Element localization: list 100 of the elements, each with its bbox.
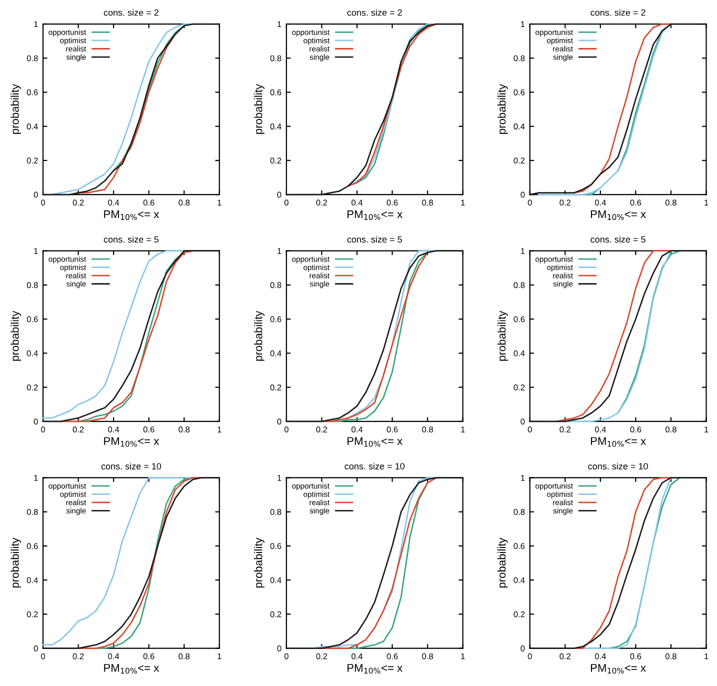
x-tick-label: 1 [461,200,465,206]
y-tick-label: 0.6 [270,89,282,96]
line-series [347,23,438,187]
y-tick-label: 1 [520,21,525,28]
y-tick-label: 0.8 [26,282,38,288]
y-tick-label: 0.6 [270,543,282,550]
x-tick-label: 0 [284,653,288,660]
x-axis-title: PM$_{10%}$<= x [104,664,160,674]
y-tick-label: 0.8 [270,55,282,62]
x-tick-label: 1 [218,653,222,660]
y-tick-label: 0 [277,645,282,652]
y-axis-title: probability [254,538,264,588]
x-tick-label: 0.8 [666,200,676,206]
x-tick-label: 0.8 [422,200,433,206]
x-tick-label: 1 [218,426,222,432]
y-tick-label: 0.6 [26,89,38,96]
x-axis-title: PM$_{10%}$<= x [590,437,646,447]
y-axis-title: probability [10,310,22,361]
y-tick-label: 0.8 [514,282,525,288]
y-tick-label: 1 [278,474,282,481]
x-tick-label: 0.8 [666,653,676,660]
y-tick-label: 0.6 [26,543,38,550]
x-tick-label: 0 [528,653,532,660]
y-tick-label: 0.8 [270,282,282,288]
x-tick-label: 0.8 [422,653,433,660]
x-tick-label: 0 [284,426,288,432]
x-axis-title: PM$_{10%}$<= x [590,664,646,674]
chart-title: cons. size = 10 [344,462,405,470]
line-series [529,250,707,422]
x-tick-label: 0.2 [560,426,571,432]
y-tick-label: 1 [34,474,38,481]
x-tick-label: 0.2 [316,653,328,660]
chart-title: cons. size = 5 [347,236,402,243]
x-tick-label: 0.4 [352,200,363,206]
y-tick-label: 0.6 [514,316,525,322]
y-tick-label: 0.4 [514,577,525,584]
x-tick-label: 0 [41,426,46,432]
chart-title: cons. size = 5 [590,236,646,243]
x-tick-label: 0.4 [594,200,606,206]
y-tick-label: 1 [34,21,38,28]
x-tick-label: 0.6 [386,200,398,206]
x-axis-title: PM$_{10%}$<= x [348,664,402,674]
x-tick-label: 0.6 [630,200,642,206]
x-axis-title: PM$_{10%}$<= x [104,210,160,220]
y-tick-label: 0.8 [26,55,38,62]
y-tick-label: 0.6 [26,316,38,322]
line-series [42,477,194,646]
line-series [42,477,220,649]
y-tick-label: 0.8 [26,509,38,515]
y-tick-label: 0.2 [514,384,525,390]
x-tick-label: 0 [41,200,46,206]
y-tick-label: 0.6 [514,543,525,550]
y-tick-label: 1 [34,248,38,254]
chart-title: cons. size = 10 [101,462,162,470]
x-tick-label: 0.4 [108,426,120,432]
y-tick-label: 0 [277,192,282,198]
x-tick-label: 0 [528,200,532,206]
y-tick-label: 1 [520,474,525,481]
y-tick-label: 0.4 [26,124,38,130]
x-tick-label: 0.2 [72,426,84,432]
line-series [538,23,672,196]
line-series [347,482,428,649]
y-axis-title: probability [498,538,508,588]
y-tick-label: 0.2 [514,158,525,164]
y-tick-label: 0.4 [270,577,282,584]
x-tick-label: 0.6 [143,200,154,206]
x-tick-label: 0.2 [72,653,84,660]
x-tick-label: 0.4 [352,426,363,432]
line-series [529,477,707,649]
y-tick-label: 0.2 [26,158,38,164]
y-tick-label: 0.2 [270,384,282,390]
line-series [529,23,707,196]
x-tick-label: 1 [461,653,465,660]
x-tick-label: 0.6 [386,653,398,660]
x-tick-label: 1 [704,426,708,432]
x-tick-label: 0 [284,200,288,206]
y-tick-label: 0 [34,645,38,652]
y-tick-label: 0.4 [26,350,38,356]
x-tick-label: 0.8 [178,200,190,206]
y-tick-label: 0 [34,418,38,425]
y-tick-label: 0 [520,192,525,198]
y-tick-label: 0.8 [514,509,525,515]
y-tick-label: 0.2 [514,611,525,618]
y-tick-label: 0.4 [26,577,38,584]
x-tick-label: 0.2 [316,426,328,432]
y-axis-title: probability [254,310,264,361]
y-tick-label: 0.4 [270,350,282,356]
x-tick-label: 0.2 [72,200,84,206]
x-tick-label: 0.8 [178,426,190,432]
y-tick-label: 0.2 [26,611,38,618]
line-series [42,250,220,422]
x-tick-label: 0.8 [422,426,433,432]
x-axis-title: PM$_{10%}$<= x [590,210,646,220]
y-tick-label: 1 [520,248,525,254]
y-tick-label: 1 [278,248,282,254]
x-tick-label: 0.4 [594,426,606,432]
x-tick-label: 0.4 [594,653,606,660]
line-series [286,23,464,196]
x-tick-label: 0.2 [560,653,571,660]
x-tick-label: 0 [41,653,46,660]
